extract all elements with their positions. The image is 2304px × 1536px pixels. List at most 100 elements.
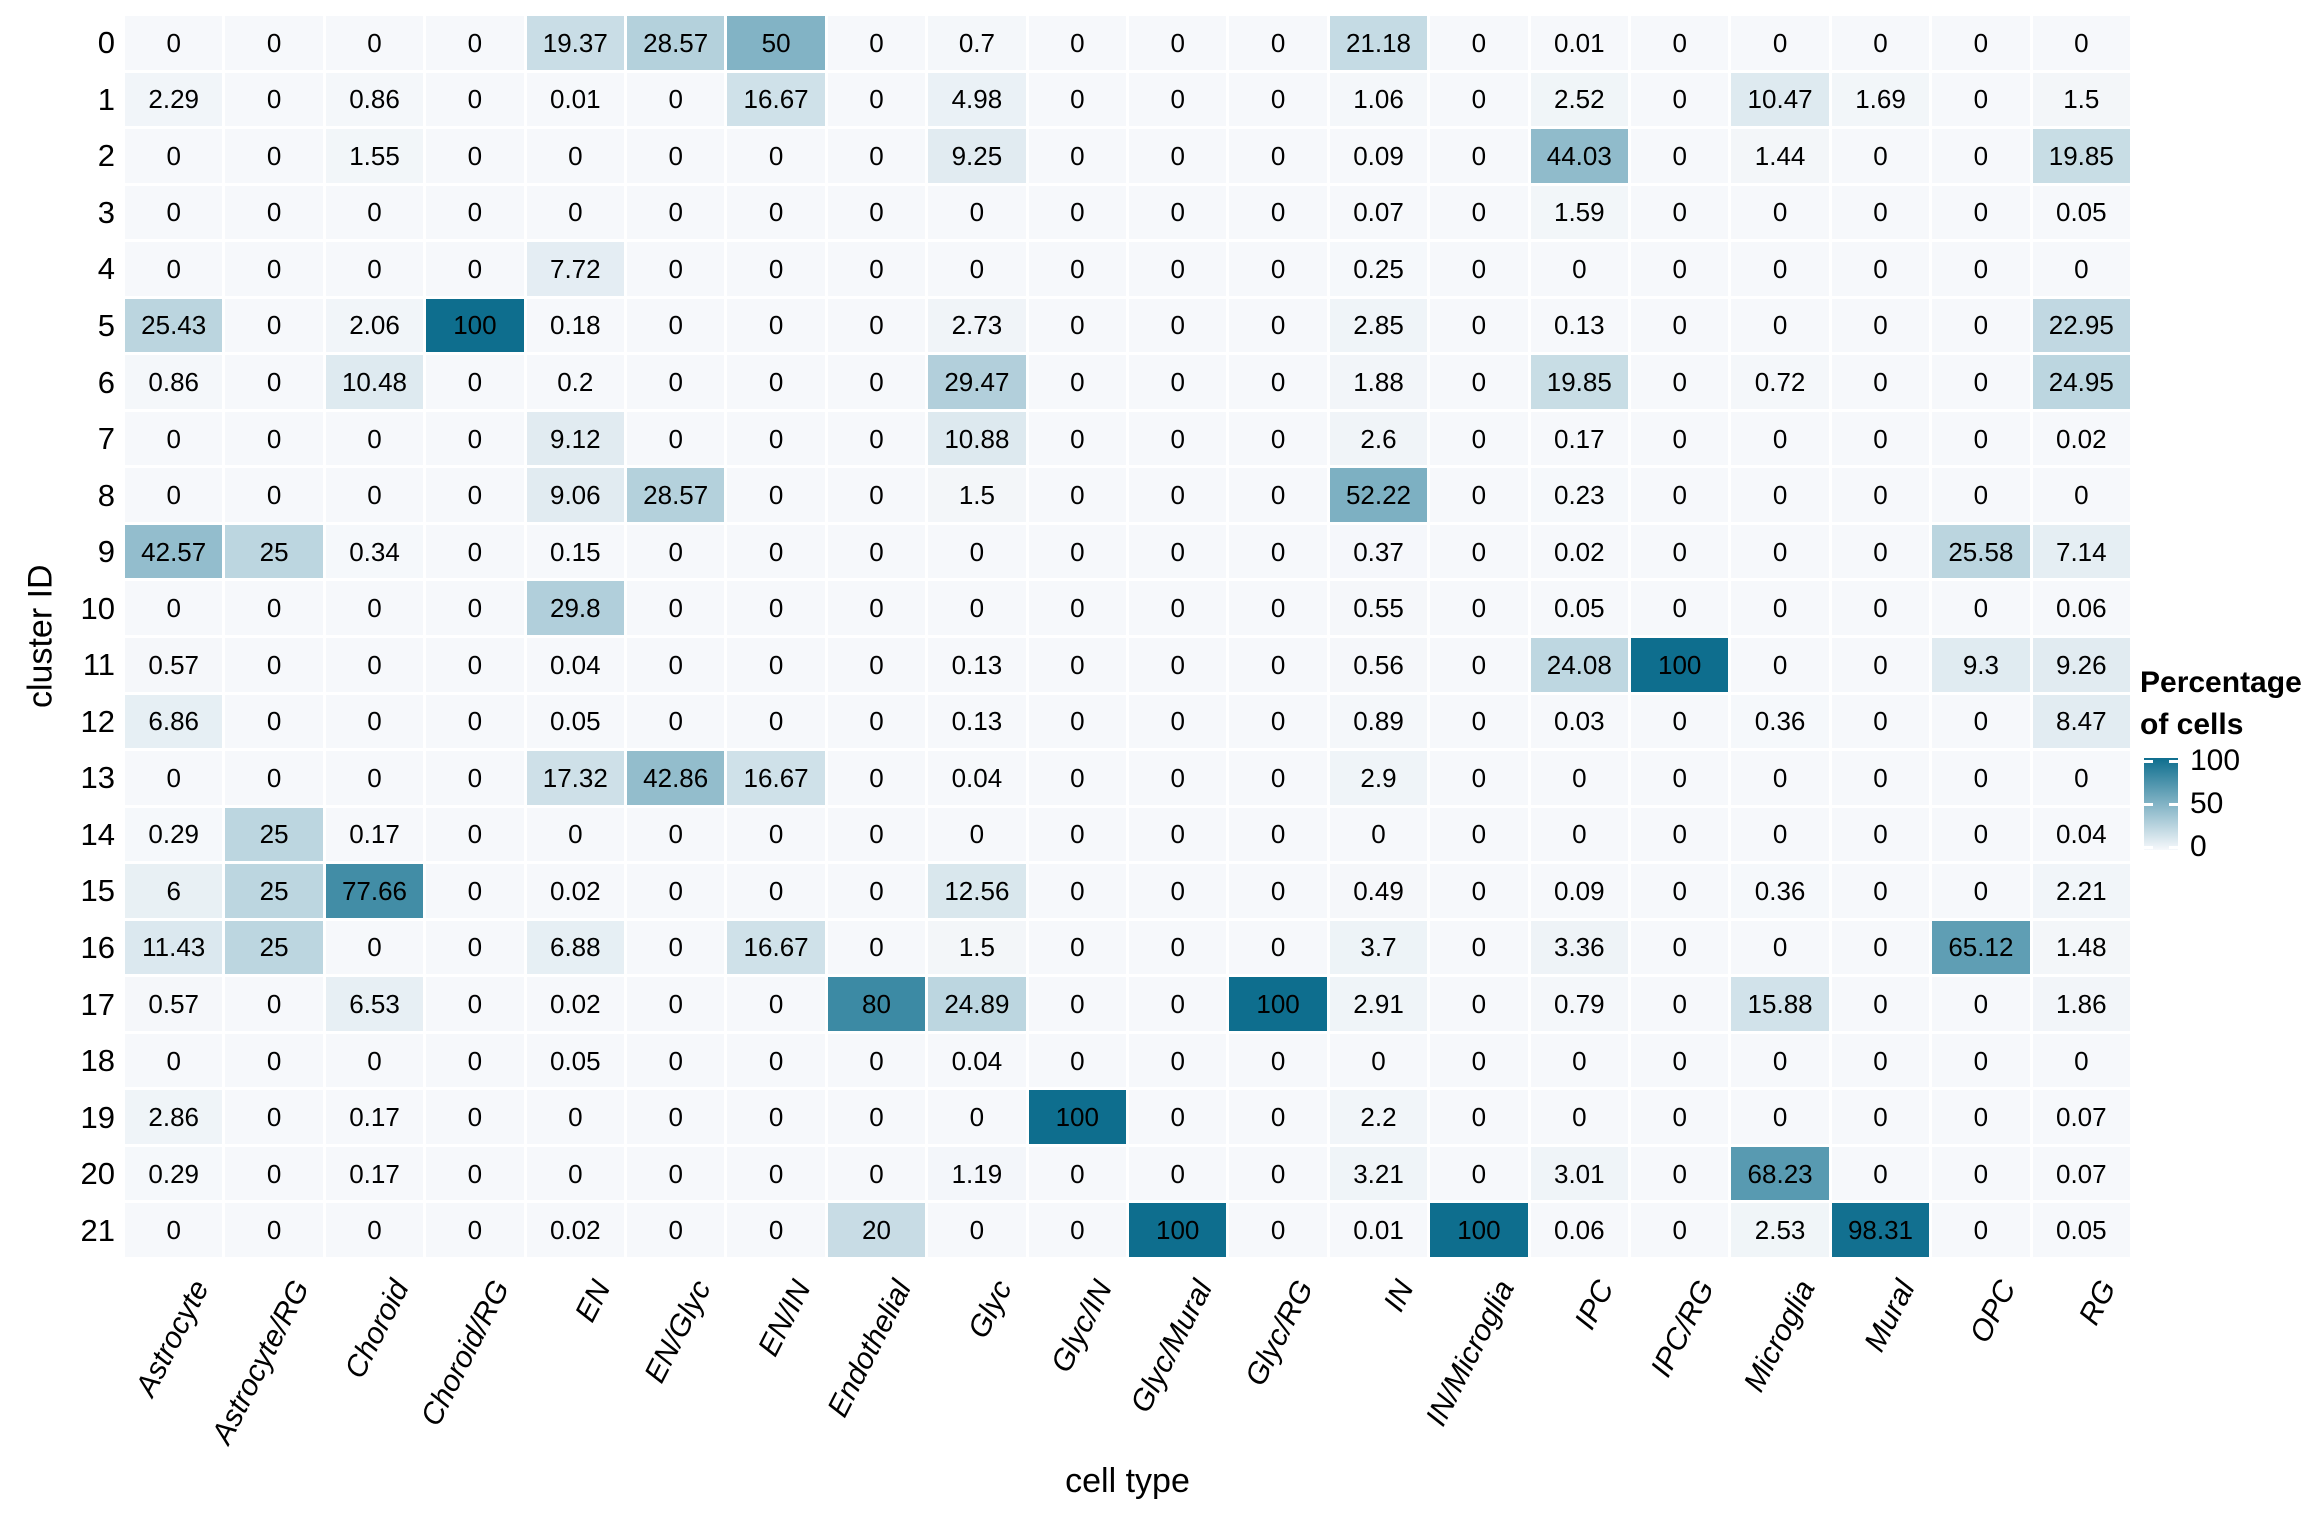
heatmap-cell: 0.89: [1329, 694, 1428, 749]
heatmap-cell: 0: [1631, 129, 1729, 183]
heatmap-cell: 0: [827, 694, 926, 749]
heatmap-cell: 0: [1631, 468, 1729, 522]
heatmap-cell: 0: [627, 1146, 725, 1201]
heatmap-cell: 0: [1631, 864, 1729, 918]
row-label: 16: [80, 929, 115, 965]
heatmap-cell: 9.12: [526, 411, 624, 466]
row-label: 15: [80, 873, 115, 909]
column-label: Glyc/Mural: [1124, 1275, 1220, 1418]
heatmap-cell: 0: [827, 1090, 926, 1144]
column-label: EN/IN: [751, 1275, 818, 1362]
heatmap-cell: 0: [1631, 1033, 1729, 1088]
heatmap-cell: 0: [1932, 864, 2030, 918]
heatmap-cell: 0: [426, 638, 524, 692]
heatmap-cell: 0.06: [2032, 581, 2130, 635]
heatmap-cell: 0.07: [1329, 185, 1428, 240]
heatmap-cell: 0: [1631, 16, 1729, 70]
heatmap-cell: 0: [627, 581, 725, 635]
heatmap-cell: 0: [1229, 411, 1327, 466]
column-label: Microglia: [1737, 1275, 1822, 1398]
heatmap-cell: 0.02: [1530, 524, 1628, 579]
heatmap-cell: 0: [125, 751, 223, 805]
row-label: 3: [97, 194, 115, 230]
heatmap-cell: 0: [1229, 16, 1327, 70]
heatmap-cell: 0: [827, 298, 926, 353]
legend-tick-mark: [2169, 803, 2178, 806]
column-label: Choroid/RG: [415, 1275, 517, 1432]
heatmap-cell: 0: [125, 129, 223, 183]
heatmap-cell: 0.02: [526, 977, 624, 1031]
heatmap-cell: 0: [727, 298, 825, 353]
heatmap-cell: 0: [827, 864, 926, 918]
heatmap-cell: 0: [727, 468, 825, 522]
heatmap-cell: 0.34: [325, 524, 424, 579]
heatmap-cell: 0: [1831, 1146, 1930, 1201]
heatmap-cell: 0: [1631, 411, 1729, 466]
heatmap-cell: 0: [426, 864, 524, 918]
heatmap-cell: 0: [627, 807, 725, 862]
heatmap-cell: 0: [1631, 694, 1729, 749]
heatmap-cell: 0: [225, 1146, 323, 1201]
heatmap-cell: 0: [827, 72, 926, 127]
heatmap-cell: 0: [727, 694, 825, 749]
heatmap-cell: 29.8: [526, 581, 624, 635]
heatmap-cell: 0: [627, 1203, 725, 1257]
heatmap-cell: 3.7: [1329, 920, 1428, 975]
heatmap-cell: 0: [125, 468, 223, 522]
heatmap-cell: 0: [1430, 185, 1528, 240]
heatmap-cell: 6.88: [526, 920, 624, 975]
heatmap-cell: 0: [1631, 1090, 1729, 1144]
heatmap-cell: 0: [225, 185, 323, 240]
heatmap-cell: 24.08: [1530, 638, 1628, 692]
heatmap-cell: 0: [1831, 524, 1930, 579]
column-label: EN: [568, 1275, 617, 1328]
heatmap-cell: 0: [1932, 1090, 2030, 1144]
heatmap-cell: 0: [1229, 638, 1327, 692]
heatmap-cell: 0: [1129, 977, 1227, 1031]
row-label: 13: [80, 760, 115, 796]
heatmap-cell: 0: [827, 355, 926, 409]
heatmap-cell: 2.73: [928, 298, 1026, 353]
heatmap-cell: 0: [1028, 1033, 1126, 1088]
heatmap-cell: 0: [1028, 129, 1126, 183]
legend-tick-label: 100: [2190, 744, 2241, 777]
heatmap-cell: 0: [426, 129, 524, 183]
heatmap-cell: 0: [1229, 920, 1327, 975]
heatmap-cell: 0: [1831, 751, 1930, 805]
heatmap-cell: 0: [1329, 807, 1428, 862]
heatmap-cell: 0.05: [1530, 581, 1628, 635]
heatmap-cell: 0: [727, 807, 825, 862]
heatmap-cell: 0.09: [1530, 864, 1628, 918]
heatmap-cell: 98.31: [1831, 1203, 1930, 1257]
heatmap-cell: 0.72: [1731, 355, 1829, 409]
heatmap-cell: 0: [1731, 638, 1829, 692]
heatmap-cell: 0: [526, 129, 624, 183]
heatmap-cell: 0: [1831, 920, 1930, 975]
heatmap-cell: 0: [426, 581, 524, 635]
heatmap-cell: 0.7: [928, 16, 1026, 70]
heatmap-cell: 0: [1229, 1203, 1327, 1257]
heatmap-cell: 0.86: [325, 72, 424, 127]
heatmap-cell: 0: [526, 1146, 624, 1201]
column-label: RG: [2073, 1275, 2123, 1331]
heatmap-cell: 0: [727, 581, 825, 635]
heatmap-cell: 0: [426, 1033, 524, 1088]
heatmap-cell: 0: [325, 694, 424, 749]
heatmap-cell: 2.29: [125, 72, 223, 127]
heatmap-cell: 0.36: [1731, 694, 1829, 749]
heatmap-cell: 0.17: [325, 1090, 424, 1144]
heatmap-cell: 0: [1831, 298, 1930, 353]
heatmap-cell: 19.85: [1530, 355, 1628, 409]
heatmap-cell: 0.56: [1329, 638, 1428, 692]
heatmap-cell: 9.06: [526, 468, 624, 522]
heatmap-cell: 0: [1731, 751, 1829, 805]
heatmap-cell: 0.03: [1530, 694, 1628, 749]
heatmap-cell: 8.47: [2032, 694, 2130, 749]
legend-tick-mark: [2144, 803, 2153, 806]
heatmap-cell: 100: [1028, 1090, 1126, 1144]
column-label: Glyc: [961, 1275, 1019, 1344]
heatmap-cell: 0: [1229, 1033, 1327, 1088]
heatmap-cell: 0.2: [526, 355, 624, 409]
heatmap-cell: 44.03: [1530, 129, 1628, 183]
heatmap-cell: 0: [325, 581, 424, 635]
